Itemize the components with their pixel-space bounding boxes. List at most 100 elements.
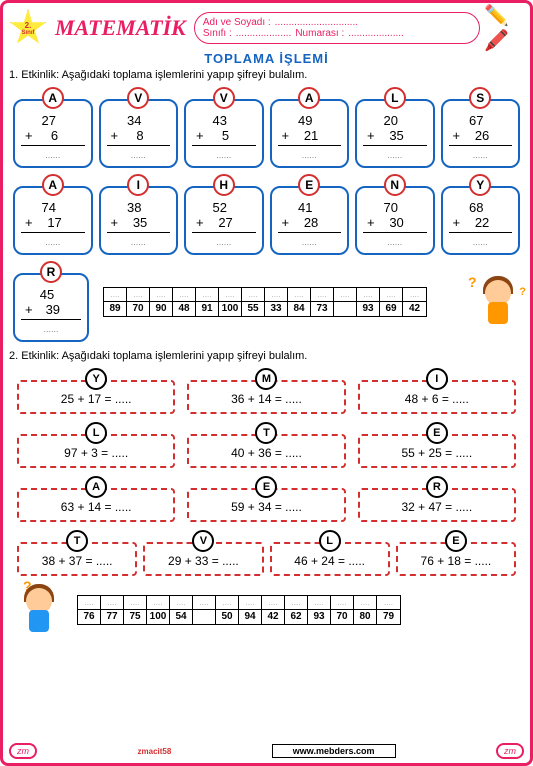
answer-dots: ...... (449, 148, 513, 160)
letter-circle: N (384, 174, 406, 196)
number-dots: .................... (348, 28, 404, 39)
answer-cell: ....90 (150, 288, 173, 316)
answer-dots: ...... (363, 148, 427, 160)
problem: V 43 +5 ...... (184, 87, 264, 168)
answer-cell: ....79 (377, 596, 400, 624)
answer-table-2: ....76....77....75....100....54........5… (77, 595, 401, 625)
addition-box: 38 +35 ...... (99, 186, 179, 255)
answer-dots: ...... (278, 148, 342, 160)
addend1: 41 (278, 200, 342, 215)
problem2: L 97 + 3 = ..... (17, 422, 175, 468)
problem2: L 46 + 24 = ..... (270, 530, 390, 576)
answer-cell: ....55 (242, 288, 265, 316)
letter-circle: A (85, 476, 107, 498)
problem: A 27 +6 ...... (13, 87, 93, 168)
answer-dots: ...... (21, 235, 85, 247)
problem2: M 36 + 14 = ..... (187, 368, 345, 414)
addition-box: 49 +21 ...... (270, 99, 350, 168)
addend1: 70 (363, 200, 427, 215)
addition-box: 34 +8 ...... (99, 99, 179, 168)
letter-circle: I (426, 368, 448, 390)
grade-badge: 2.Sınıf (9, 9, 47, 47)
main-title: TOPLAMA İŞLEMİ (9, 51, 524, 66)
letter-circle: E (445, 530, 467, 552)
problem2: E 55 + 25 = ..... (358, 422, 516, 468)
addend1: 43 (192, 113, 256, 128)
addend1: 45 (21, 287, 81, 302)
worksheet-page: 2.Sınıf MATEMATİK Adı ve Soyadı :.......… (0, 0, 533, 766)
answer-cell: ....93 (308, 596, 331, 624)
answer-dots: ...... (192, 235, 256, 247)
problem2: T 38 + 37 = ..... (17, 530, 137, 576)
problems-grid-2: Y 25 + 17 = ..... M 36 + 14 = ..... I 48… (9, 368, 524, 522)
zm-right: zm (496, 743, 524, 759)
answer-cell: ....76 (78, 596, 101, 624)
addend1: 34 (107, 113, 171, 128)
answer-cell: ....62 (285, 596, 308, 624)
problem2: E 76 + 18 = ..... (396, 530, 516, 576)
addend1: 67 (449, 113, 513, 128)
addition-box: 43 +5 ...... (184, 99, 264, 168)
addend2: +21 (278, 128, 342, 146)
name-label: Adı ve Soyadı : (203, 17, 271, 28)
problem2: E 59 + 34 = ..... (187, 476, 345, 522)
answer-cell: ....73 (311, 288, 334, 316)
addend2: +39 (21, 302, 81, 320)
answer-cell: ....91 (196, 288, 219, 316)
problem: A 49 +21 ...... (270, 87, 350, 168)
addition-box: 70 +30 ...... (355, 186, 435, 255)
addend2: +27 (192, 215, 256, 233)
footer: zm zmacit58 www.mebders.com zm (3, 743, 530, 759)
header: 2.Sınıf MATEMATİK Adı ve Soyadı :.......… (9, 9, 524, 47)
addend2: +5 (192, 128, 256, 146)
problem2: A 63 + 14 = ..... (17, 476, 175, 522)
answer-cell: ....75 (124, 596, 147, 624)
answer-dots: ...... (192, 148, 256, 160)
answer-cell: ....70 (127, 288, 150, 316)
number-label: Numarası : (295, 28, 344, 39)
letter-circle: H (213, 174, 235, 196)
problem: A 74 +17 ...... (13, 174, 93, 255)
problem: Y 68 +22 ...... (441, 174, 521, 255)
answer-cell: .... (334, 288, 357, 316)
letter-circle: R (426, 476, 448, 498)
addition-box: 52 +27 ...... (184, 186, 264, 255)
problem: R 45 +39 ...... (13, 261, 89, 342)
answer-dots: ...... (278, 235, 342, 247)
answer-cell: ....80 (354, 596, 377, 624)
problem: V 34 +8 ...... (99, 87, 179, 168)
zm-left: zm (9, 743, 37, 759)
letter-circle: R (40, 261, 62, 283)
addend1: 49 (278, 113, 342, 128)
answer-cell: ....100 (147, 596, 170, 624)
addend2: +28 (278, 215, 342, 233)
addition-box: 67 +26 ...... (441, 99, 521, 168)
addend2: +8 (107, 128, 171, 146)
addend1: 68 (449, 200, 513, 215)
addend2: +35 (107, 215, 171, 233)
problem2: Y 25 + 17 = ..... (17, 368, 175, 414)
problem-13-wrap: R 45 +39 ...... (13, 261, 89, 342)
addend2: +17 (21, 215, 85, 233)
answer-cell: ....77 (101, 596, 124, 624)
answer-cell: ....89 (104, 288, 127, 316)
class-label: Sınıfı : (203, 28, 232, 39)
bottom-row: ? ....76....77....75....100....54.......… (9, 582, 524, 638)
child-girl: ? ? (476, 274, 520, 330)
answer-cell: ....70 (331, 596, 354, 624)
letter-circle: V (213, 87, 235, 109)
answer-dots: ...... (363, 235, 427, 247)
problems-grid-1: A 27 +6 ...... V 34 +8 ...... V 43 +5 ..… (9, 87, 524, 255)
answer-cell: ....33 (265, 288, 288, 316)
answer-cell: ....94 (239, 596, 262, 624)
answer-dots: ...... (107, 235, 171, 247)
answer-dots: ...... (449, 235, 513, 247)
addend2: +26 (449, 128, 513, 146)
row3: R 45 +39 ...... ....89....70....90....48… (9, 261, 524, 342)
answer-cell: ....93 (357, 288, 380, 316)
addition-box: 27 +6 ...... (13, 99, 93, 168)
answer-cell: ....42 (403, 288, 426, 316)
answer-cell: ....54 (170, 596, 193, 624)
answer-dots: ...... (107, 148, 171, 160)
activity2-instruction: 2. Etkinlik: Aşağıdaki toplama işlemleri… (9, 350, 524, 362)
